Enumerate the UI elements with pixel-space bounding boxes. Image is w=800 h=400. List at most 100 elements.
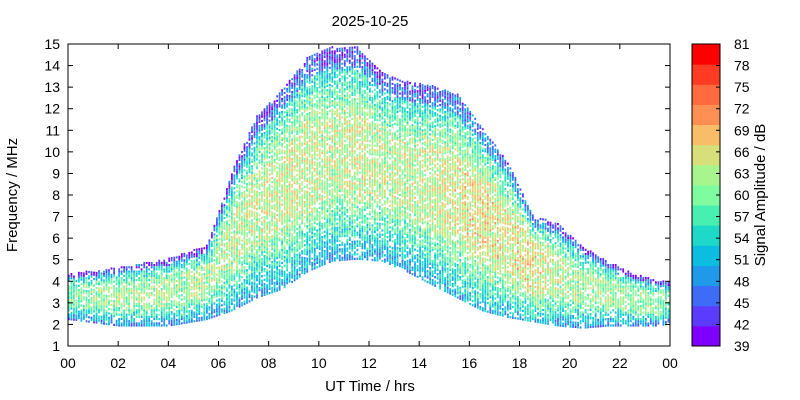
heatmap-cell xyxy=(246,176,248,179)
heatmap-cell xyxy=(143,318,146,321)
heatmap-cell xyxy=(195,259,198,262)
heatmap-cell xyxy=(261,245,263,248)
heatmap-cell xyxy=(256,244,258,247)
heatmap-cell xyxy=(150,266,153,269)
heatmap-cell xyxy=(170,311,173,314)
heatmap-cell xyxy=(258,248,261,251)
heatmap-cell xyxy=(108,316,110,319)
heatmap-cell xyxy=(293,128,296,131)
heatmap-cell xyxy=(135,264,138,267)
heatmap-cell xyxy=(333,52,336,55)
heatmap-cell xyxy=(113,274,116,277)
heatmap-cell xyxy=(336,179,339,182)
heatmap-cell xyxy=(261,288,263,291)
heatmap-cell xyxy=(278,92,281,95)
heatmap-cell xyxy=(133,302,136,306)
heatmap-cell xyxy=(150,261,153,265)
heatmap-cell xyxy=(243,197,246,200)
heatmap-cell xyxy=(316,216,319,219)
heatmap-cell xyxy=(261,176,263,179)
heatmap-cell xyxy=(226,211,228,214)
heatmap-cell xyxy=(253,172,256,175)
heatmap-cell xyxy=(333,231,336,234)
heatmap-cell xyxy=(291,151,294,154)
heatmap-cell xyxy=(213,270,216,273)
heatmap-cell xyxy=(311,160,314,163)
heatmap-cell xyxy=(105,322,108,325)
heatmap-cell xyxy=(248,209,251,212)
heatmap-cell xyxy=(195,306,198,309)
heatmap-cell xyxy=(103,298,105,301)
heatmap-cell xyxy=(251,268,253,271)
heatmap-cell xyxy=(311,212,314,215)
heatmap-cell xyxy=(158,261,161,265)
heatmap-cell xyxy=(331,240,334,243)
heatmap-cell xyxy=(198,271,201,274)
heatmap-cell xyxy=(248,222,251,225)
heatmap-cell xyxy=(73,277,75,280)
heatmap-cell xyxy=(323,226,326,229)
heatmap-cell xyxy=(306,268,309,271)
heatmap-cell xyxy=(291,261,294,264)
heatmap-cell xyxy=(328,254,331,257)
heatmap-cell xyxy=(298,178,301,181)
heatmap-cell xyxy=(236,285,238,288)
heatmap-cell xyxy=(246,204,248,207)
heatmap-cell xyxy=(100,307,103,310)
heatmap-cell xyxy=(88,320,90,323)
heatmap-cell xyxy=(283,273,286,276)
heatmap-cell xyxy=(283,178,286,181)
heatmap-cell xyxy=(178,264,181,267)
heatmap-cell xyxy=(286,262,289,265)
heatmap-cell xyxy=(233,191,236,194)
heatmap-cell xyxy=(271,276,274,279)
heatmap-cell xyxy=(243,233,246,236)
heatmap-cell xyxy=(318,170,321,173)
heatmap-cell xyxy=(326,251,329,254)
heatmap-cell xyxy=(266,105,269,108)
heatmap-cell xyxy=(323,237,326,240)
heatmap-cell xyxy=(311,115,314,118)
heatmap-cell xyxy=(241,256,243,259)
heatmap-cell xyxy=(321,231,324,234)
heatmap-cell xyxy=(183,285,186,288)
heatmap-cell xyxy=(253,157,256,160)
heatmap-cell xyxy=(251,154,253,157)
heatmap-cell xyxy=(231,225,233,228)
heatmap-cell xyxy=(100,302,103,305)
heatmap-cell xyxy=(125,315,128,318)
heatmap-cell xyxy=(323,99,326,102)
heatmap-cell xyxy=(338,235,341,238)
heatmap-cell xyxy=(331,50,334,53)
heatmap-cell xyxy=(323,71,326,74)
heatmap-cell xyxy=(326,248,329,252)
heatmap-cell xyxy=(143,279,146,282)
heatmap-cell xyxy=(188,271,191,274)
heatmap-cell xyxy=(301,90,304,93)
heatmap-cell xyxy=(306,246,309,249)
heatmap-cell xyxy=(188,286,191,289)
heatmap-cell xyxy=(293,100,296,103)
heatmap-cell xyxy=(236,257,238,260)
heatmap-cell xyxy=(323,157,326,160)
heatmap-cell xyxy=(288,202,291,205)
heatmap-cell xyxy=(313,103,316,106)
heatmap-cell xyxy=(218,285,221,288)
heatmap-cell xyxy=(243,287,246,290)
heatmap-cell xyxy=(316,72,319,75)
heatmap-cell xyxy=(258,179,261,182)
heatmap-cell xyxy=(133,296,136,299)
heatmap-cell xyxy=(323,64,326,67)
heatmap-cell xyxy=(251,199,253,202)
heatmap-cell xyxy=(316,236,319,239)
heatmap-cell xyxy=(336,257,339,260)
heatmap-cell xyxy=(333,168,336,172)
heatmap-cell xyxy=(336,201,339,204)
heatmap-cell xyxy=(251,139,253,142)
heatmap-cell xyxy=(293,102,296,105)
heatmap-cell xyxy=(273,100,276,103)
heatmap-cell xyxy=(316,186,319,189)
heatmap-cell xyxy=(286,98,289,101)
heatmap-cell xyxy=(135,296,138,299)
heatmap-cell xyxy=(291,270,294,273)
